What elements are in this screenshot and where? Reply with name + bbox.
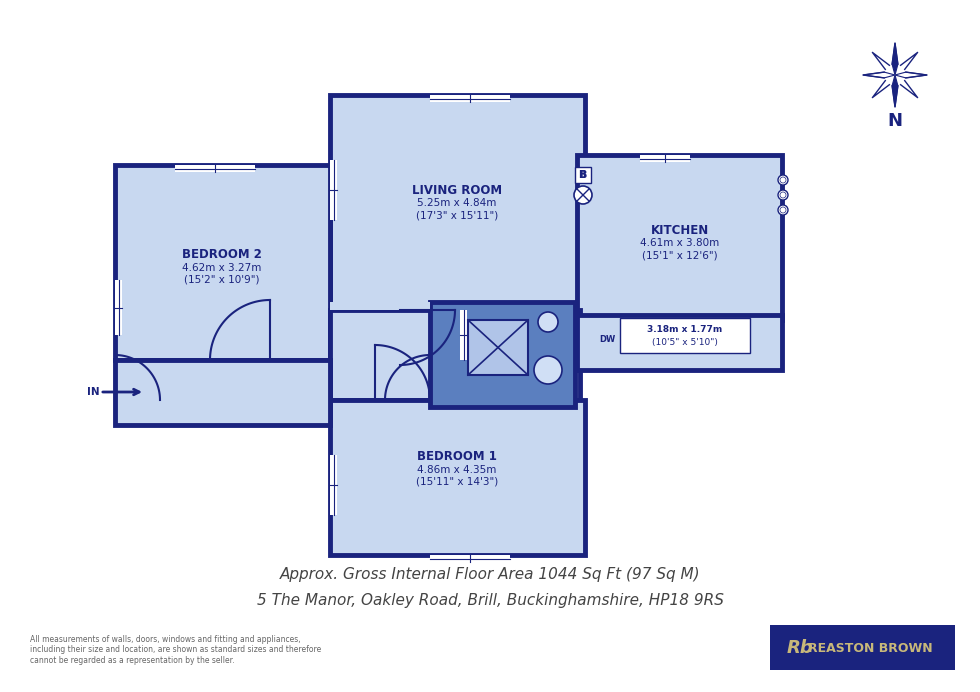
Bar [468,320,528,375]
Polygon shape [892,43,898,75]
Text: B: B [579,170,587,180]
Text: 4.62m x 3.27m: 4.62m x 3.27m [182,263,262,273]
Circle shape [538,312,558,332]
Text: All measurements of walls, doors, windows and fitting and appliances,
including : All measurements of walls, doors, window… [30,635,321,665]
Circle shape [574,186,592,204]
Bar [330,160,337,220]
Bar [115,280,122,335]
Bar [430,555,510,562]
Text: KITCHEN: KITCHEN [651,224,710,237]
Circle shape [778,175,788,185]
Text: N: N [888,112,903,130]
Bar [430,95,510,102]
Text: LIVING ROOM: LIVING ROOM [412,183,502,197]
Text: 4.86m x 4.35m: 4.86m x 4.35m [417,465,497,475]
Text: 5 The Manor, Oakley Road, Brill, Buckinghamshire, HP18 9RS: 5 The Manor, Oakley Road, Brill, Bucking… [257,592,723,608]
Text: Rb: Rb [787,639,813,657]
Bar [330,302,430,310]
Bar [460,310,467,360]
Polygon shape [895,72,927,78]
Bar [577,315,782,370]
Bar [430,302,575,407]
Text: Approx. Gross Internal Floor Area 1044 Sq Ft (97 Sq M): Approx. Gross Internal Floor Area 1044 S… [279,567,701,583]
Text: 4.61m x 3.80m: 4.61m x 3.80m [640,238,719,248]
Text: 5.25m x 4.84m: 5.25m x 4.84m [417,198,497,208]
Circle shape [778,205,788,215]
Text: IN: IN [87,387,100,397]
Text: BEDROOM 2: BEDROOM 2 [182,248,262,262]
Bar [330,455,337,515]
Bar [115,360,330,425]
Bar [770,625,955,670]
Text: DW: DW [599,336,615,345]
Polygon shape [892,75,898,107]
Bar [330,400,585,555]
Circle shape [778,190,788,200]
Text: D: D [657,336,663,345]
Text: B: B [578,170,586,180]
Bar [115,165,330,360]
Text: BEDROOM 1: BEDROOM 1 [417,450,497,464]
Text: (17'3" x 15'11"): (17'3" x 15'11") [416,210,498,220]
Circle shape [780,177,786,183]
Text: (10'5" x 5'10"): (10'5" x 5'10") [652,338,718,347]
Text: (15'11" x 14'3"): (15'11" x 14'3") [416,477,498,487]
Circle shape [780,207,786,213]
Circle shape [780,192,786,198]
Text: (15'2" x 10'9"): (15'2" x 10'9") [184,275,260,285]
Circle shape [534,356,562,384]
Polygon shape [863,72,895,78]
Bar [330,95,585,310]
Bar [640,155,690,162]
Bar [575,167,591,183]
Bar [330,310,580,400]
Bar [175,165,255,172]
Text: (15'1" x 12'6"): (15'1" x 12'6") [642,250,717,260]
Bar [620,318,750,353]
Text: 3.18m x 1.77m: 3.18m x 1.77m [648,325,722,334]
Text: REASTON BROWN: REASTON BROWN [808,641,932,655]
Bar [577,155,782,320]
